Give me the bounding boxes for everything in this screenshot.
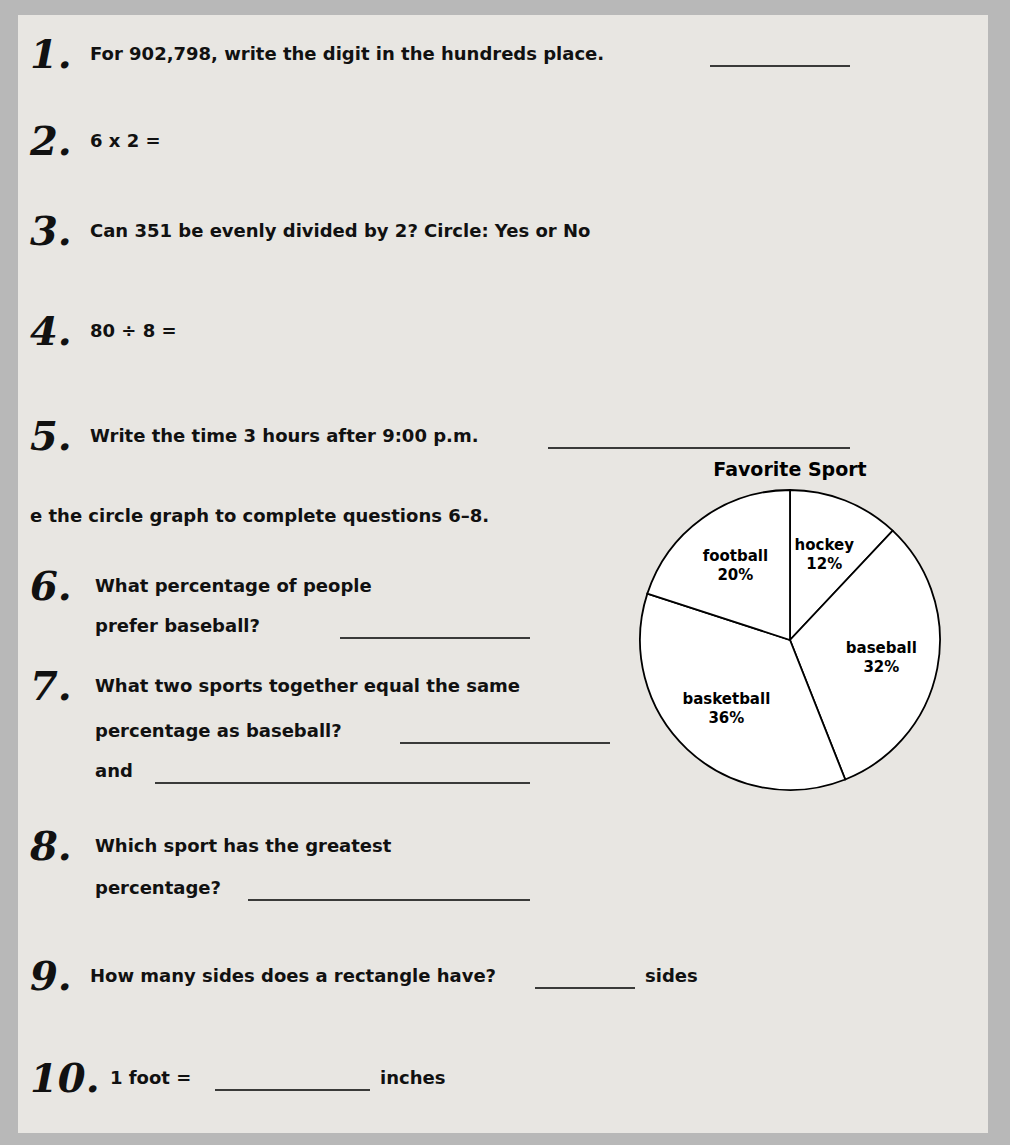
questions: 1. For 902,798, write the digit in the hu…: [29, 30, 698, 1101]
pie-chart: Favorite Sport hockey12% baseball32% basket…: [640, 458, 940, 790]
answer-line: [400, 742, 610, 744]
question-text: 1 foot =: [110, 1067, 191, 1088]
answer-line: [248, 899, 530, 901]
answer-line: [548, 447, 850, 449]
slice-category: football: [703, 547, 768, 565]
slices: [640, 490, 940, 790]
question-text: prefer baseball?: [95, 615, 260, 636]
question-number: 9.: [30, 952, 72, 999]
data-label: 32%: [863, 658, 899, 676]
worksheet: 1. For 902,798, write the digit in the hu…: [0, 0, 1010, 1145]
question-number: 1.: [30, 30, 72, 77]
question-number: 5.: [30, 412, 72, 459]
question-text: sides: [645, 965, 698, 986]
answer-line: [215, 1089, 370, 1091]
question-text: percentage?: [95, 877, 221, 898]
slice-category: hockey: [795, 536, 855, 554]
question-number: 8.: [29, 822, 72, 869]
question-text: What percentage of people: [95, 575, 372, 596]
chart-title: Favorite Sport: [713, 458, 866, 480]
question-number: 4.: [30, 307, 72, 354]
background: [0, 0, 1010, 1145]
question-text: Can 351 be evenly divided by 2? Circle: …: [90, 220, 590, 241]
data-label: 36%: [708, 709, 744, 727]
question-text: and: [95, 760, 133, 781]
data-label: 12%: [806, 555, 842, 573]
question-number: 7.: [30, 662, 72, 709]
answer-line: [340, 637, 530, 639]
answer-line: [710, 65, 850, 67]
question-text: e the circle graph to complete questions…: [30, 505, 489, 526]
paper: [18, 15, 988, 1133]
answer-line: [155, 782, 530, 784]
question-text: inches: [380, 1067, 445, 1088]
question-text: Write the time 3 hours after 9:00 p.m.: [90, 425, 479, 446]
question-text: 80 ÷ 8 =: [90, 320, 177, 341]
question-text: What two sports together equal the same: [95, 675, 520, 696]
question-text: percentage as baseball?: [95, 720, 342, 741]
question-number: 6.: [30, 562, 72, 609]
question-text: How many sides does a rectangle have?: [90, 965, 496, 986]
slice-labels: hockey12% baseball32% basketball36% footbal…: [682, 536, 917, 727]
data-label: 20%: [717, 566, 753, 584]
slice-category: basketball: [682, 690, 770, 708]
answer-line: [535, 987, 635, 989]
question-number: 3.: [30, 207, 72, 254]
slice: [647, 490, 790, 640]
answer-lines: [155, 66, 850, 1090]
slice-category: baseball: [846, 639, 917, 657]
question-text: Which sport has the greatest: [95, 835, 392, 856]
question-text: For 902,798, write the digit in the hund…: [90, 43, 604, 64]
question-number: 2.: [29, 117, 72, 164]
question-number: 10.: [30, 1054, 100, 1101]
question-text: 6 x 2 =: [90, 130, 161, 151]
